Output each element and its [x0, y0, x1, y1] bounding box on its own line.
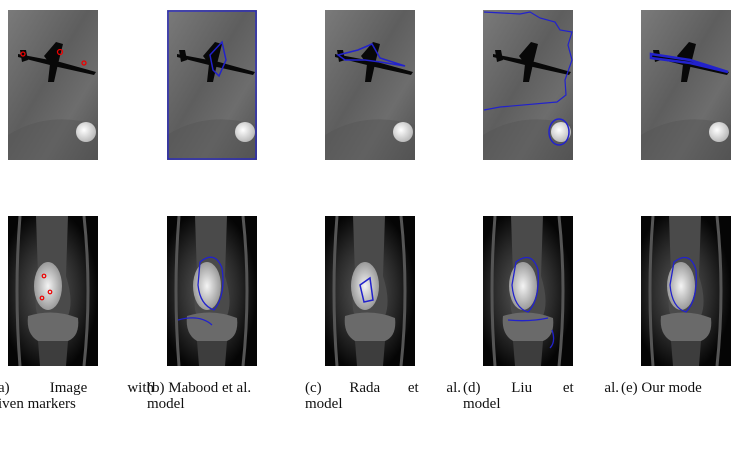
image — [483, 10, 573, 160]
caption-line: (b) Mabood et al. — [147, 380, 303, 396]
caption: (b) Mabood et al. model — [147, 380, 303, 412]
caption-line: (d) Liu et al. — [463, 380, 619, 396]
caption-line: model — [305, 396, 461, 412]
caption-line: model — [147, 396, 303, 412]
row-knee — [8, 216, 731, 366]
row-airplane — [8, 10, 731, 160]
caption-line: (e) Our mode — [621, 380, 702, 396]
caption: (e) Our mode — [621, 380, 702, 396]
image — [8, 216, 98, 366]
image — [167, 10, 257, 160]
image — [167, 216, 257, 366]
caption-line: (c) Rada et al. — [305, 380, 461, 396]
caption: a) Image with iven markers — [0, 380, 154, 412]
image — [483, 216, 573, 366]
image — [641, 10, 731, 160]
caption-line: iven markers — [0, 396, 154, 412]
image — [325, 10, 415, 160]
caption: (c) Rada et al. model — [305, 380, 461, 412]
image — [8, 10, 98, 160]
image — [641, 216, 731, 366]
caption-line: model — [463, 396, 619, 412]
caption: (d) Liu et al. model — [463, 380, 619, 412]
page: a) Image with iven markers (b) Mabood et… — [0, 0, 750, 452]
image — [325, 216, 415, 366]
caption-line: a) Image with — [0, 380, 154, 396]
